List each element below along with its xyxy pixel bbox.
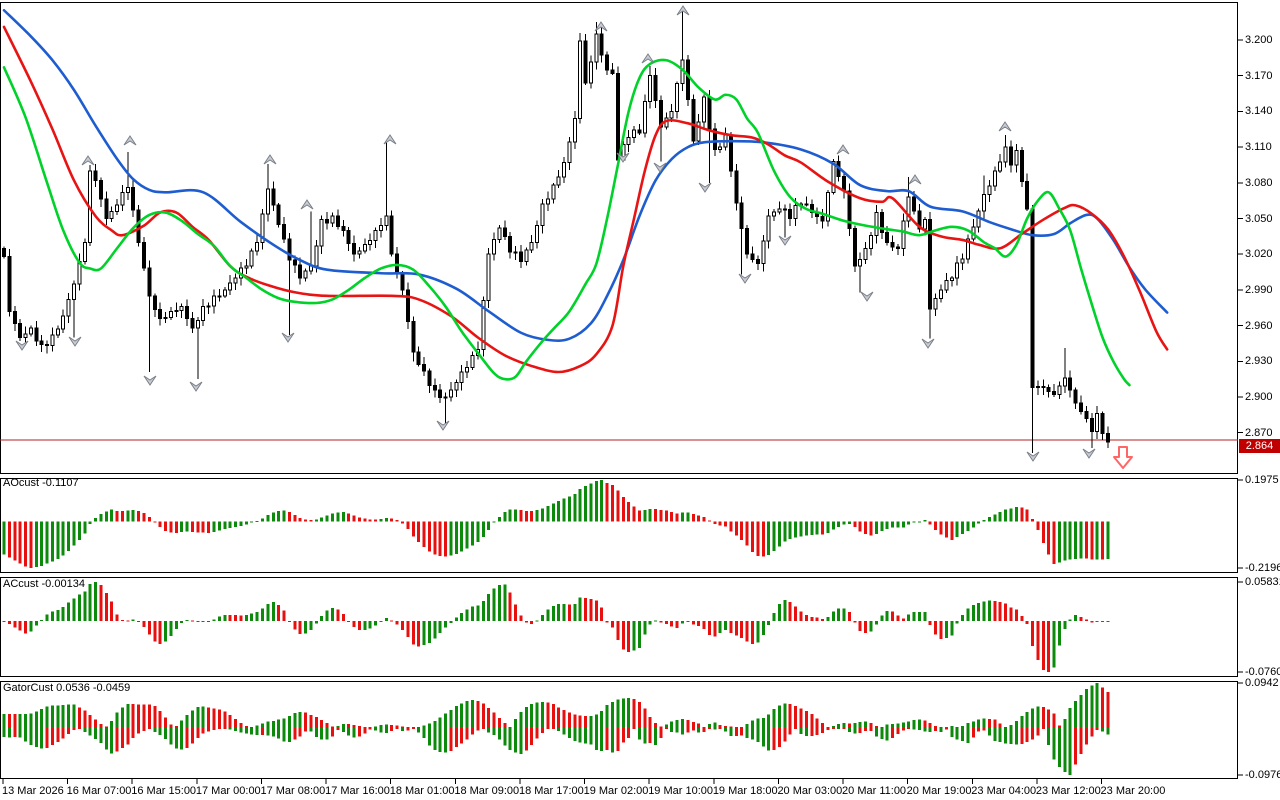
time-scale-label: 23 Mar 04:00 [971,785,1037,797]
price-scale-label: 3.140 [1245,105,1273,118]
ac-pane-title: ACcust -0.00134 [3,578,85,590]
price-scale-label: 2.930 [1245,355,1273,368]
time-scale-label: 18 Mar 17:00 [518,785,584,797]
current-price-badge: 2.864 [1239,439,1280,453]
price-scale-label: 3.170 [1245,69,1273,82]
price-scale-label: 3.200 [1245,34,1273,46]
price-scale-label: 3.110 [1245,141,1272,154]
gator-scale-label: 0.0942 [1245,677,1279,689]
price-scale-label: 3.050 [1245,212,1273,225]
time-scale-label: 17 Mar 00:00 [195,785,261,797]
time-scale-label: 18 Mar 01:00 [389,785,455,797]
gator-pane-title: GatorCust 0.0536 -0.0459 [3,682,131,694]
time-scale-label: 20 Mar 03:00 [777,785,843,797]
time-scale-label: 13 Mar 2026 [2,785,64,797]
time-scale-label: 16 Mar 15:00 [131,785,197,797]
time-scale-label: 23 Mar 20:00 [1100,785,1166,797]
price-scale-label: 3.020 [1245,248,1273,261]
ac-scale-label: 0.05831 [1245,576,1280,588]
time-scale-label: 17 Mar 08:00 [260,785,326,797]
ao-scale-label: -0.2196 [1245,562,1280,574]
ao-scale-label: 0.1975 [1245,474,1279,486]
price-scale-label: 2.870 [1245,426,1273,439]
time-scale-label: 20 Mar 19:00 [906,785,972,797]
time-scale-label: 19 Mar 18:00 [712,785,778,797]
time-scale-label: 19 Mar 02:00 [583,785,649,797]
time-scale-label: 18 Mar 09:00 [454,785,520,797]
price-scale-label: 3.080 [1245,176,1273,189]
time-scale-label: 20 Mar 11:00 [842,785,907,797]
gator-scale-label: -0.0976 [1245,769,1280,781]
time-scale-label: 17 Mar 16:00 [325,785,390,797]
time-scale-label: 23 Mar 12:00 [1035,785,1101,797]
price-scale-label: 2.990 [1245,283,1273,296]
time-scale-label: 19 Mar 10:00 [648,785,714,797]
time-scale-label: 16 Mar 07:00 [66,785,132,797]
ac-scale-label: -0.07601 [1245,666,1280,678]
price-scale-label: 2.900 [1245,391,1273,403]
price-scale-label: 2.960 [1245,319,1273,332]
ao-pane-title: AOcust -0.1107 [3,477,79,489]
